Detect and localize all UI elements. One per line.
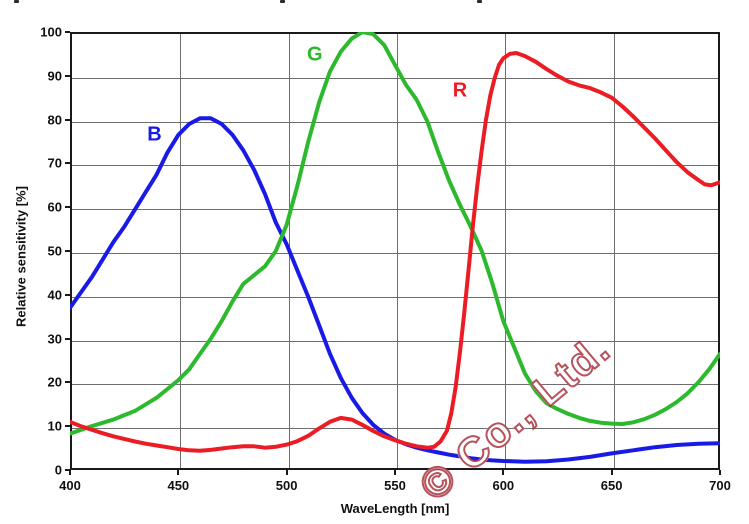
y-tick-mark-50	[65, 250, 70, 252]
plot-area	[70, 32, 720, 470]
x-tick-mark-600	[502, 470, 505, 475]
y-tick-mark-30	[65, 337, 70, 340]
gridline-v-450	[180, 34, 182, 468]
y-tick-mark-0	[65, 469, 70, 471]
y-tick-label-40: 40	[47, 287, 62, 303]
y-tick-mark-90	[65, 74, 70, 77]
gridline-h-40	[72, 296, 718, 298]
y-tick-label-30: 30	[47, 331, 62, 347]
gridline-h-90	[72, 77, 718, 79]
y-tick-label-80: 80	[47, 112, 62, 128]
gridline-v-600	[505, 34, 507, 468]
y-tick-mark-40	[65, 293, 70, 296]
gridline-h-70	[72, 165, 718, 167]
gridline-h-60	[72, 209, 718, 211]
x-tick-label-500: 500	[275, 478, 298, 493]
y-axis-title: Relative sensitivity [%]	[13, 186, 29, 327]
gridline-h-30	[72, 340, 718, 342]
curve-B	[70, 116, 720, 464]
y-tick-label-20: 20	[47, 374, 62, 390]
x-tick-label-650: 650	[600, 478, 623, 493]
y-tick-label-0: 0	[54, 462, 62, 478]
y-tick-mark-80	[65, 118, 70, 121]
gridline-v-650	[613, 34, 615, 468]
curve-label-G: G	[307, 43, 323, 66]
x-tick-mark-650	[610, 470, 613, 475]
x-tick-label-400: 400	[59, 478, 81, 493]
x-tick-mark-450	[177, 470, 180, 475]
x-tick-mark-550	[394, 470, 396, 475]
x-tick-label-550: 550	[384, 478, 406, 493]
gridline-h-80	[72, 121, 718, 123]
y-tick-mark-70	[65, 162, 70, 165]
y-tick-label-60: 60	[47, 199, 62, 215]
x-tick-label-700: 700	[709, 478, 731, 493]
x-tick-label-450: 450	[167, 478, 190, 493]
gridline-h-50	[72, 253, 718, 254]
curve-G	[70, 32, 720, 436]
gridline-h-10	[72, 428, 718, 430]
x-axis-title: WaveLength [nm]	[340, 501, 450, 516]
x-tick-mark-700	[719, 470, 721, 475]
y-tick-mark-10	[65, 425, 70, 428]
curve-R	[70, 51, 720, 453]
y-tick-label-90: 90	[47, 68, 62, 84]
curve-label-R: R	[452, 79, 468, 102]
y-tick-label-10: 10	[47, 418, 62, 434]
cropped-title-fragment-2	[477, 0, 482, 3]
x-tick-label-600: 600	[492, 478, 515, 493]
x-tick-mark-400	[69, 470, 71, 475]
cropped-title-fragment-0	[14, 0, 19, 3]
y-tick-label-50: 50	[47, 243, 62, 259]
y-tick-mark-20	[65, 381, 70, 384]
y-tick-label-100: 100	[40, 24, 62, 40]
gridline-h-20	[72, 384, 718, 386]
y-tick-mark-60	[65, 206, 70, 209]
x-tick-mark-500	[285, 470, 288, 475]
gridline-v-550	[397, 34, 398, 468]
y-tick-label-70: 70	[47, 155, 62, 171]
curve-label-B: B	[147, 123, 162, 146]
cropped-title-fragment-1	[280, 0, 285, 3]
y-tick-mark-100	[65, 31, 70, 33]
